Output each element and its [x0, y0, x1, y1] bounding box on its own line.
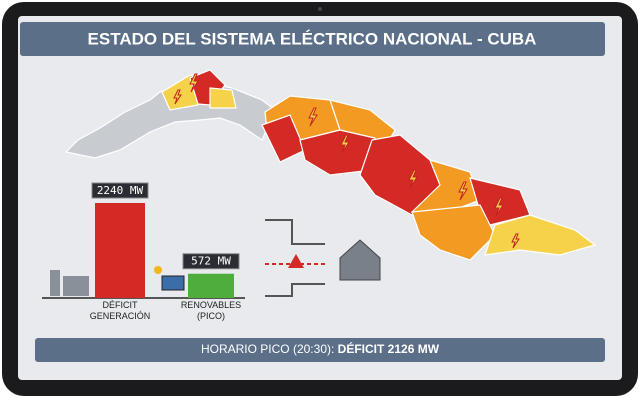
value-label-box [182, 253, 240, 270]
category-label-box: DÉFICIT GENERACIÓN [89, 300, 151, 321]
value-label-box [91, 182, 149, 199]
camera [318, 7, 322, 11]
title-bar [20, 22, 605, 56]
power-plant-icon [50, 270, 89, 296]
bar [95, 203, 145, 298]
category-label-box: RENOVABLES (PICO) [180, 300, 242, 321]
value-label: 572 MW [191, 255, 231, 268]
bar [188, 273, 234, 298]
map-region [209, 87, 237, 109]
map [64, 69, 597, 261]
footer-label: HORARIO PICO (20:30): [201, 342, 334, 356]
map-region [411, 204, 496, 261]
lightning-icons [173, 73, 520, 249]
chart-title: ESTADO DEL SISTEMA ELÉCTRICO NACIONAL - … [88, 29, 537, 48]
footer-bar [35, 338, 605, 362]
category-label: RENOVABLES (PICO) [180, 300, 242, 321]
warning-icon [288, 254, 304, 268]
solar-panel-icon [154, 266, 185, 291]
footer-value: DÉFICIT 2126 MW [338, 341, 440, 356]
category-label: DÉFICIT GENERACIÓN [89, 300, 151, 321]
value-label: 2240 MW [97, 184, 144, 197]
map-region [484, 214, 597, 256]
house-icon [339, 239, 381, 281]
footer-text: HORARIO PICO (20:30): DÉFICIT 2126 MW [201, 341, 440, 356]
